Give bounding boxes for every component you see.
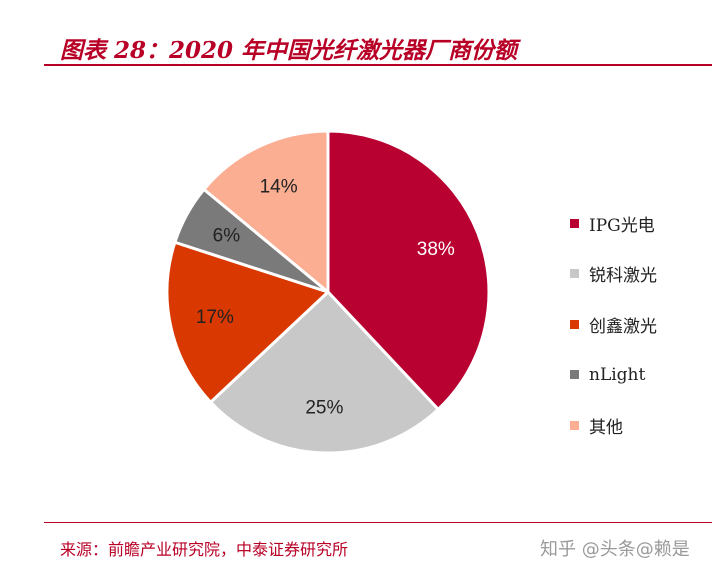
pie-slice-5 <box>202 129 330 294</box>
pie-slice-1 <box>326 129 491 411</box>
footer-divider <box>44 522 712 523</box>
legend-swatch <box>570 218 579 228</box>
legend-item: 其他 <box>570 400 657 451</box>
legend-label: 锐科激光 <box>589 266 657 287</box>
title-divider <box>44 64 712 66</box>
chart-title: 图表 28：2020 年中国光纤激光器厂商份额 <box>60 37 518 64</box>
legend-label: IPG光电 <box>589 215 655 236</box>
slice-data-label: 14% <box>260 177 298 198</box>
legend-swatch <box>570 319 579 329</box>
legend-label: 其他 <box>589 417 623 438</box>
legend-item: 创鑫激光 <box>570 299 657 350</box>
watermark: 知乎 @头条@赖是 <box>540 539 690 560</box>
legend-item: 锐科激光 <box>570 249 657 300</box>
legend-label: 创鑫激光 <box>589 316 657 337</box>
legend-item: nLight <box>570 350 657 401</box>
chart-legend: IPG光电锐科激光创鑫激光 nLight 其他 <box>570 198 657 451</box>
slice-data-label: 38% <box>417 239 455 260</box>
slice-data-label: 17% <box>196 307 234 328</box>
legend-swatch <box>570 269 579 279</box>
legend-item: IPG光电 <box>570 198 657 249</box>
source-note: 来源：前瞻产业研究院，中泰证券研究所 <box>60 540 349 559</box>
legend-label: nLight <box>589 364 646 385</box>
pie-slice-3 <box>165 240 330 404</box>
pie-slice-2 <box>209 290 440 455</box>
legend-swatch <box>570 420 579 430</box>
legend-swatch <box>570 370 579 380</box>
slice-data-label: 6% <box>213 226 241 247</box>
slice-data-label: 25% <box>305 397 343 418</box>
